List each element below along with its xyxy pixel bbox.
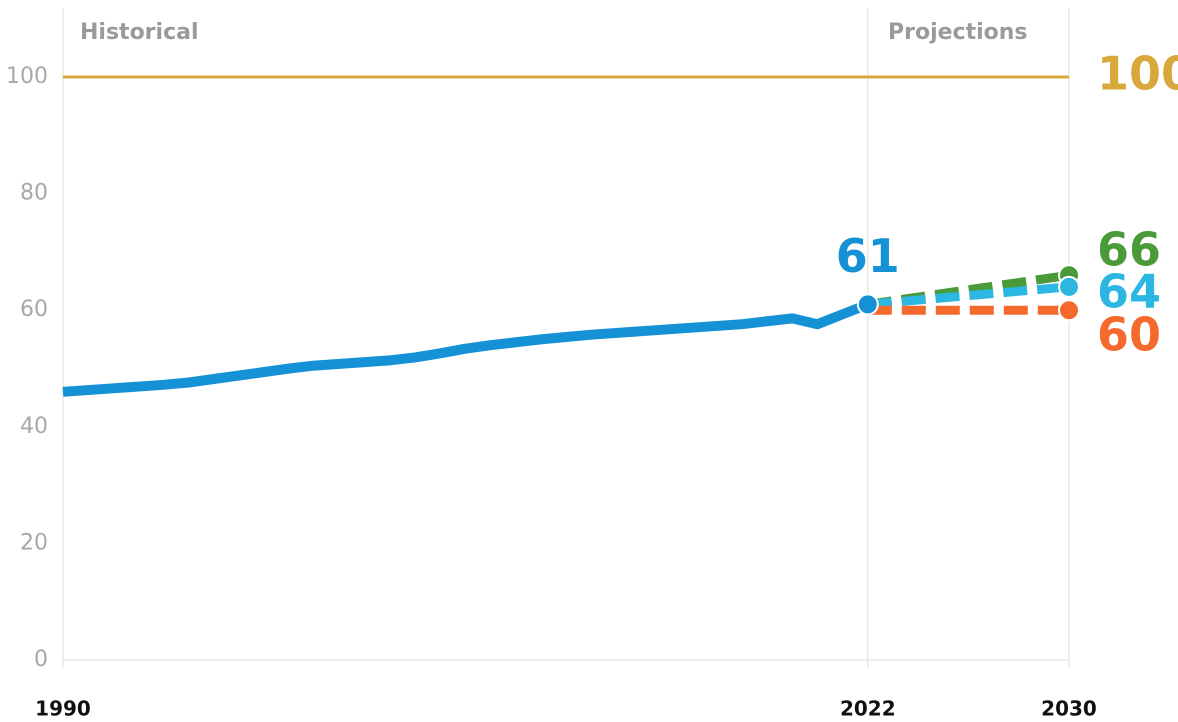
series-line [867,282,1070,309]
section-label: Projections [888,20,1028,45]
y-tick-label: 100 [6,64,48,89]
value-label: 60 [1097,308,1161,362]
value-label: 100 [1097,47,1178,101]
x-tick-label: 1990 [35,697,91,721]
y-tick-label: 0 [34,647,48,672]
y-tick-label: 40 [20,414,48,439]
y-tick-label: 20 [20,530,48,555]
end-point [1058,275,1080,298]
y-tick-label: 60 [20,297,48,322]
end-point [1058,299,1080,322]
x-tick-label: 2022 [840,697,896,721]
y-tick-label: 80 [20,181,48,206]
x-tick-label: 2030 [1041,697,1097,721]
series-line [62,299,870,397]
value-label: 64 [1097,264,1161,318]
value-label: 66 [1097,223,1161,277]
section-label: Historical [80,20,199,45]
value-label: 61 [836,229,900,283]
end-point [856,293,879,316]
